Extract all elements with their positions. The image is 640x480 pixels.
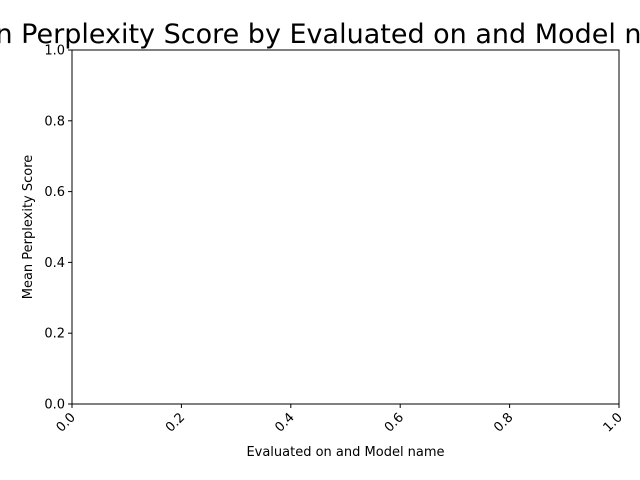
- x-axis-label: Evaluated on and Model name: [246, 445, 444, 460]
- x-tick-label: 1.0: [601, 410, 626, 435]
- x-axis-ticks: 0.0 0.2 0.4 0.6 0.8 1.0: [54, 404, 626, 435]
- y-tick-label: 0.4: [44, 256, 65, 271]
- y-tick-label: 0.6: [44, 185, 65, 200]
- y-tick-label: 0.2: [44, 327, 65, 342]
- y-tick-label: 0.8: [44, 114, 65, 129]
- y-tick-label: 0.0: [44, 398, 65, 413]
- chart-title: Mean Perplexity Score by Evaluated on an…: [0, 19, 640, 50]
- x-tick-label: 0.6: [382, 410, 407, 435]
- x-tick-label: 0.0: [54, 410, 79, 435]
- y-tick-label: 1.0: [44, 44, 65, 59]
- x-tick-label: 0.4: [272, 410, 297, 435]
- x-tick-label: 0.8: [491, 410, 516, 435]
- plot-area: [71, 49, 620, 405]
- y-axis-label: Mean Perplexity Score: [21, 155, 36, 300]
- x-tick-label: 0.2: [163, 410, 188, 435]
- y-axis-ticks: 0.0 0.2 0.4 0.6 0.8 1.0: [44, 44, 72, 413]
